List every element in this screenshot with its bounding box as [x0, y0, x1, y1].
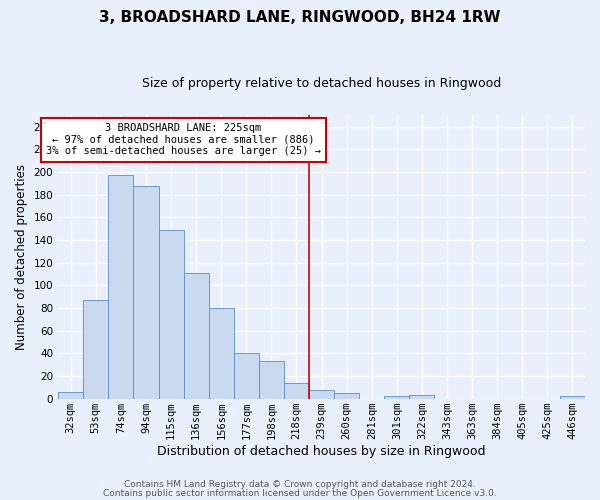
Bar — [234, 354, 259, 399]
Bar — [259, 362, 284, 399]
Bar — [334, 393, 359, 398]
Y-axis label: Number of detached properties: Number of detached properties — [15, 164, 28, 350]
Bar — [409, 396, 434, 398]
X-axis label: Distribution of detached houses by size in Ringwood: Distribution of detached houses by size … — [157, 444, 486, 458]
Bar — [309, 390, 334, 398]
Text: 3, BROADSHARD LANE, RINGWOOD, BH24 1RW: 3, BROADSHARD LANE, RINGWOOD, BH24 1RW — [99, 10, 501, 25]
Bar — [133, 186, 158, 398]
Text: 3 BROADSHARD LANE: 225sqm
← 97% of detached houses are smaller (886)
3% of semi-: 3 BROADSHARD LANE: 225sqm ← 97% of detac… — [46, 123, 321, 156]
Bar — [385, 396, 409, 398]
Bar — [58, 392, 83, 398]
Bar — [83, 300, 109, 398]
Text: Contains HM Land Registry data © Crown copyright and database right 2024.: Contains HM Land Registry data © Crown c… — [124, 480, 476, 489]
Bar — [209, 308, 234, 398]
Bar — [560, 396, 585, 398]
Bar — [184, 273, 209, 398]
Title: Size of property relative to detached houses in Ringwood: Size of property relative to detached ho… — [142, 78, 501, 90]
Text: Contains public sector information licensed under the Open Government Licence v3: Contains public sector information licen… — [103, 489, 497, 498]
Bar — [158, 230, 184, 398]
Bar — [109, 176, 133, 398]
Bar — [284, 383, 309, 398]
